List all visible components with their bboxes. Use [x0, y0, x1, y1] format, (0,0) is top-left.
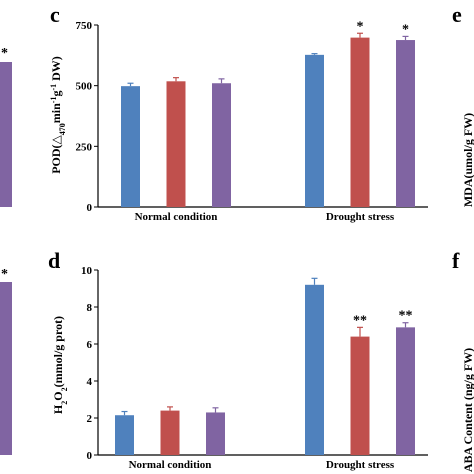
panel-letter-f: f [452, 248, 460, 273]
ylabel-part: O [51, 391, 65, 400]
left-top-bar [0, 62, 12, 207]
y-tick-label: 8 [87, 302, 93, 314]
significance-mark: * [357, 19, 364, 34]
bar [305, 284, 324, 455]
left-bottom-bar [0, 282, 12, 455]
panel-letter-c: c [50, 2, 60, 27]
ylabel-part: 2 [60, 387, 69, 391]
left-panel-top: * [0, 46, 12, 207]
y-tick-label: 2 [87, 413, 93, 425]
y-tick-label: 4 [87, 376, 93, 388]
ylabel-part: H [51, 404, 65, 414]
ylabel-part: -1 [49, 84, 58, 91]
x-category-label: Normal condition [129, 459, 212, 471]
ylabel-part: POD( [49, 144, 63, 173]
panel-c: c POD(△470min-1g-1 DW) 0250500750Normal … [49, 2, 428, 223]
panel-letter-e: e [452, 2, 462, 27]
ylabel-part: g [49, 91, 63, 97]
y-tick-label: 10 [81, 265, 93, 277]
right-bottom-ylabel: ABA Content (ng/g FW) [461, 348, 474, 472]
bar [115, 415, 134, 455]
x-category-label: Normal condition [135, 211, 218, 223]
ylabel-c: POD(△470min-1g-1 DW) [49, 56, 67, 174]
bar [350, 37, 370, 207]
y-tick-label: 750 [76, 20, 93, 32]
y-tick-label: 500 [76, 81, 93, 93]
bar [350, 336, 370, 455]
significance-mark: ** [353, 313, 367, 328]
ylabel-part: 470 [58, 123, 67, 135]
left-panel-bottom: * [0, 267, 12, 455]
right-panel-bottom: f ABA Content (ng/g FW) [452, 248, 474, 472]
bar [160, 410, 180, 455]
x-category-label: Drought stress [326, 211, 395, 223]
ylabel-d: H2O2(mmol/g prot) [51, 316, 69, 414]
bar [305, 54, 324, 208]
y-tick-label: 6 [87, 339, 93, 351]
x-category-label: Drought stress [326, 459, 395, 471]
right-panel-top: e MDA(umol/g FW) [452, 2, 474, 207]
y-tick-label: 250 [76, 141, 93, 153]
significance-mark: ** [399, 309, 413, 324]
ylabel-part: △ [49, 134, 63, 144]
left-bottom-annotation: * [1, 267, 8, 282]
bar [166, 81, 186, 207]
bar [206, 412, 225, 455]
right-top-ylabel: MDA(umol/g FW) [461, 113, 474, 207]
ylabel-part: min [49, 103, 63, 123]
bar [212, 83, 231, 207]
significance-mark: * [402, 22, 409, 37]
ylabel-part: DW) [49, 56, 63, 84]
panel-letter-d: d [48, 248, 60, 273]
y-tick-label: 0 [87, 450, 93, 462]
bar [396, 40, 415, 207]
y-tick-label: 0 [87, 202, 93, 214]
ylabel-part: (mmol/g prot) [51, 316, 65, 387]
ylabel-part: -1 [49, 97, 58, 104]
ylabel-part: 2 [60, 401, 69, 405]
bar [121, 86, 140, 207]
bar [396, 327, 415, 455]
left-top-annotation: * [1, 46, 8, 61]
